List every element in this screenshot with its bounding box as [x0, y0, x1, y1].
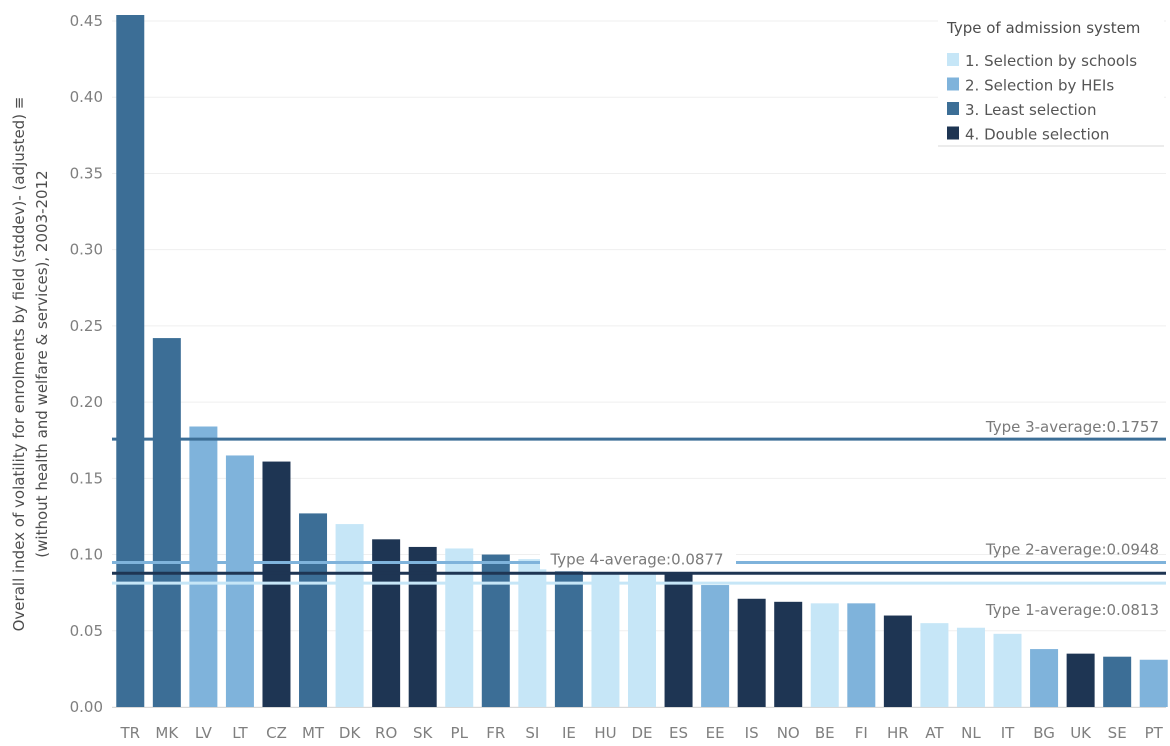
- bar-IT: [993, 633, 1022, 707]
- bar-SE: [1103, 656, 1132, 707]
- legend: Type of admission system 1. Selection by…: [938, 8, 1164, 147]
- x-tick-label: IT: [1001, 724, 1015, 742]
- x-tick-label: PL: [451, 724, 469, 742]
- x-tick-label: MT: [302, 724, 325, 742]
- bar-EE: [701, 585, 730, 707]
- x-tick-label: FR: [486, 724, 505, 742]
- bar-HR: [883, 615, 912, 707]
- y-tick-label: 0.40: [70, 88, 103, 106]
- y-axis-label-line1: Overall index of volatility for enrolmen…: [10, 97, 28, 632]
- x-tick-label: LV: [195, 724, 213, 742]
- x-tick-label: FI: [855, 724, 868, 742]
- bar-LV: [189, 426, 218, 707]
- legend-label-type-3: 3. Least selection: [965, 101, 1096, 119]
- y-tick-label: 0.20: [70, 393, 103, 411]
- legend-label-type-1: 1. Selection by schools: [965, 52, 1137, 70]
- legend-swatch-type-1: [947, 53, 959, 66]
- x-tick-label: HU: [594, 724, 616, 742]
- bar-SI: [518, 559, 547, 707]
- bar-FR: [481, 554, 510, 707]
- bar-BG: [1030, 649, 1059, 707]
- x-tick-label: AT: [925, 724, 944, 742]
- x-tick-label: PT: [1145, 724, 1164, 742]
- reference-line-label-type-4: Type 4-average:0.0877: [549, 550, 723, 568]
- legend-label-type-4: 4. Double selection: [965, 126, 1109, 144]
- reference-label-background: [540, 549, 736, 570]
- bar-PT: [1139, 659, 1168, 707]
- legend-title: Type of admission system: [946, 19, 1140, 37]
- y-tick-label: 0.45: [70, 12, 103, 30]
- reference-line-label-type-1: Type 1-average:0.0813: [985, 601, 1159, 619]
- legend-swatch-type-2: [947, 77, 959, 91]
- bar-IS: [737, 598, 766, 707]
- x-tick-label: NL: [961, 724, 981, 742]
- y-tick-label: 0.15: [70, 469, 103, 487]
- x-tick-label: RO: [375, 724, 397, 742]
- bar-ES: [664, 572, 693, 707]
- y-tick-label: 0.10: [70, 546, 103, 564]
- x-tick-label: DE: [631, 724, 652, 742]
- x-tick-label: NO: [777, 724, 800, 742]
- x-tick-label: SK: [413, 724, 434, 742]
- y-tick-label: 0.35: [70, 164, 103, 182]
- bar-TR: [116, 15, 145, 707]
- bar-RO: [372, 539, 401, 707]
- bar-LT: [225, 455, 254, 707]
- bar-DE: [628, 574, 656, 707]
- x-axis-ticks: TR MK LV LT CZ MT DK RO SK PL FR SI IE HU DE ES EE IS NO BE…: [119, 724, 1163, 742]
- legend-label-type-2: 2. Selection by HEIs: [965, 77, 1114, 95]
- x-tick-label: LT: [232, 724, 248, 742]
- bar-NL: [956, 627, 985, 707]
- bar-SK: [408, 546, 437, 707]
- x-tick-label: ES: [669, 724, 688, 742]
- y-tick-label: 0.05: [70, 622, 103, 640]
- x-tick-label: TR: [119, 724, 140, 742]
- y-tick-label: 0.00: [70, 698, 103, 716]
- bar-AT: [920, 623, 949, 707]
- x-tick-label: SI: [525, 724, 539, 742]
- bar-NO: [774, 601, 803, 707]
- bar-FI: [847, 603, 876, 707]
- bars: [112, 15, 1168, 708]
- x-tick-label: BG: [1033, 724, 1055, 742]
- x-tick-label: IE: [562, 724, 576, 742]
- y-tick-label: 0.25: [70, 317, 103, 335]
- bar-DK: [335, 524, 364, 707]
- legend-swatch-type-3: [947, 102, 959, 115]
- x-tick-label: UK: [1070, 724, 1092, 742]
- y-axis-label-line2: (without health and welfare & services),…: [33, 170, 51, 557]
- x-tick-label: MK: [155, 724, 179, 742]
- x-tick-label: HR: [887, 724, 909, 742]
- x-tick-label: SE: [1108, 724, 1127, 742]
- bar-IE: [554, 571, 583, 707]
- bar-UK: [1066, 653, 1095, 707]
- legend-swatch-type-4: [947, 126, 959, 140]
- bar-MT: [299, 513, 328, 707]
- x-tick-label: BE: [815, 724, 835, 742]
- y-axis-ticks: 0.00 0.05 0.10 0.15 0.20 0.25 0.30 0.35 0.40 0.45: [70, 12, 103, 716]
- x-tick-label: IS: [745, 724, 759, 742]
- x-tick-label: DK: [339, 724, 362, 742]
- bar-HU: [591, 574, 620, 707]
- x-tick-label: CZ: [266, 724, 287, 742]
- y-tick-label: 0.30: [70, 241, 103, 259]
- reference-lines: Type 3-average:0.1757 Type 2-average:0.09…: [112, 418, 1166, 619]
- bar-MK: [152, 338, 181, 707]
- legend-background: [938, 8, 1164, 146]
- reference-line-label-type-2: Type 2-average:0.0948: [985, 540, 1159, 558]
- x-tick-label: EE: [706, 724, 725, 742]
- bar-PL: [445, 548, 474, 707]
- reference-line-label-type-3: Type 3-average:0.1757: [985, 418, 1159, 436]
- legend-items: 1. Selection by schools 2. Selection by H…: [947, 52, 1137, 144]
- bar-BE: [810, 603, 839, 707]
